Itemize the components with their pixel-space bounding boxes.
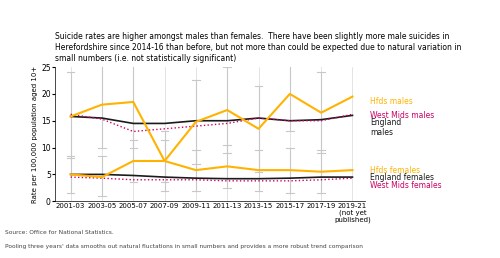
Text: Pooling three years' data smooths out natural fluctations in small numbers and p: Pooling three years' data smooths out na…	[5, 244, 363, 249]
Text: Hfds females: Hfds females	[370, 166, 420, 175]
Text: West Mids females: West Mids females	[370, 181, 442, 190]
Text: Source: Office for National Statistics.: Source: Office for National Statistics.	[5, 230, 114, 235]
Text: Hfds males: Hfds males	[370, 98, 413, 107]
Text: England
males: England males	[370, 118, 401, 136]
Text: Suicide rates are higher amongst males than females.  There have been slightly m: Suicide rates are higher amongst males t…	[55, 32, 462, 63]
Text: England females: England females	[370, 173, 434, 182]
Y-axis label: Rate per 100,000 population aged 10+: Rate per 100,000 population aged 10+	[32, 66, 38, 203]
Text: West Mids males: West Mids males	[370, 111, 434, 120]
